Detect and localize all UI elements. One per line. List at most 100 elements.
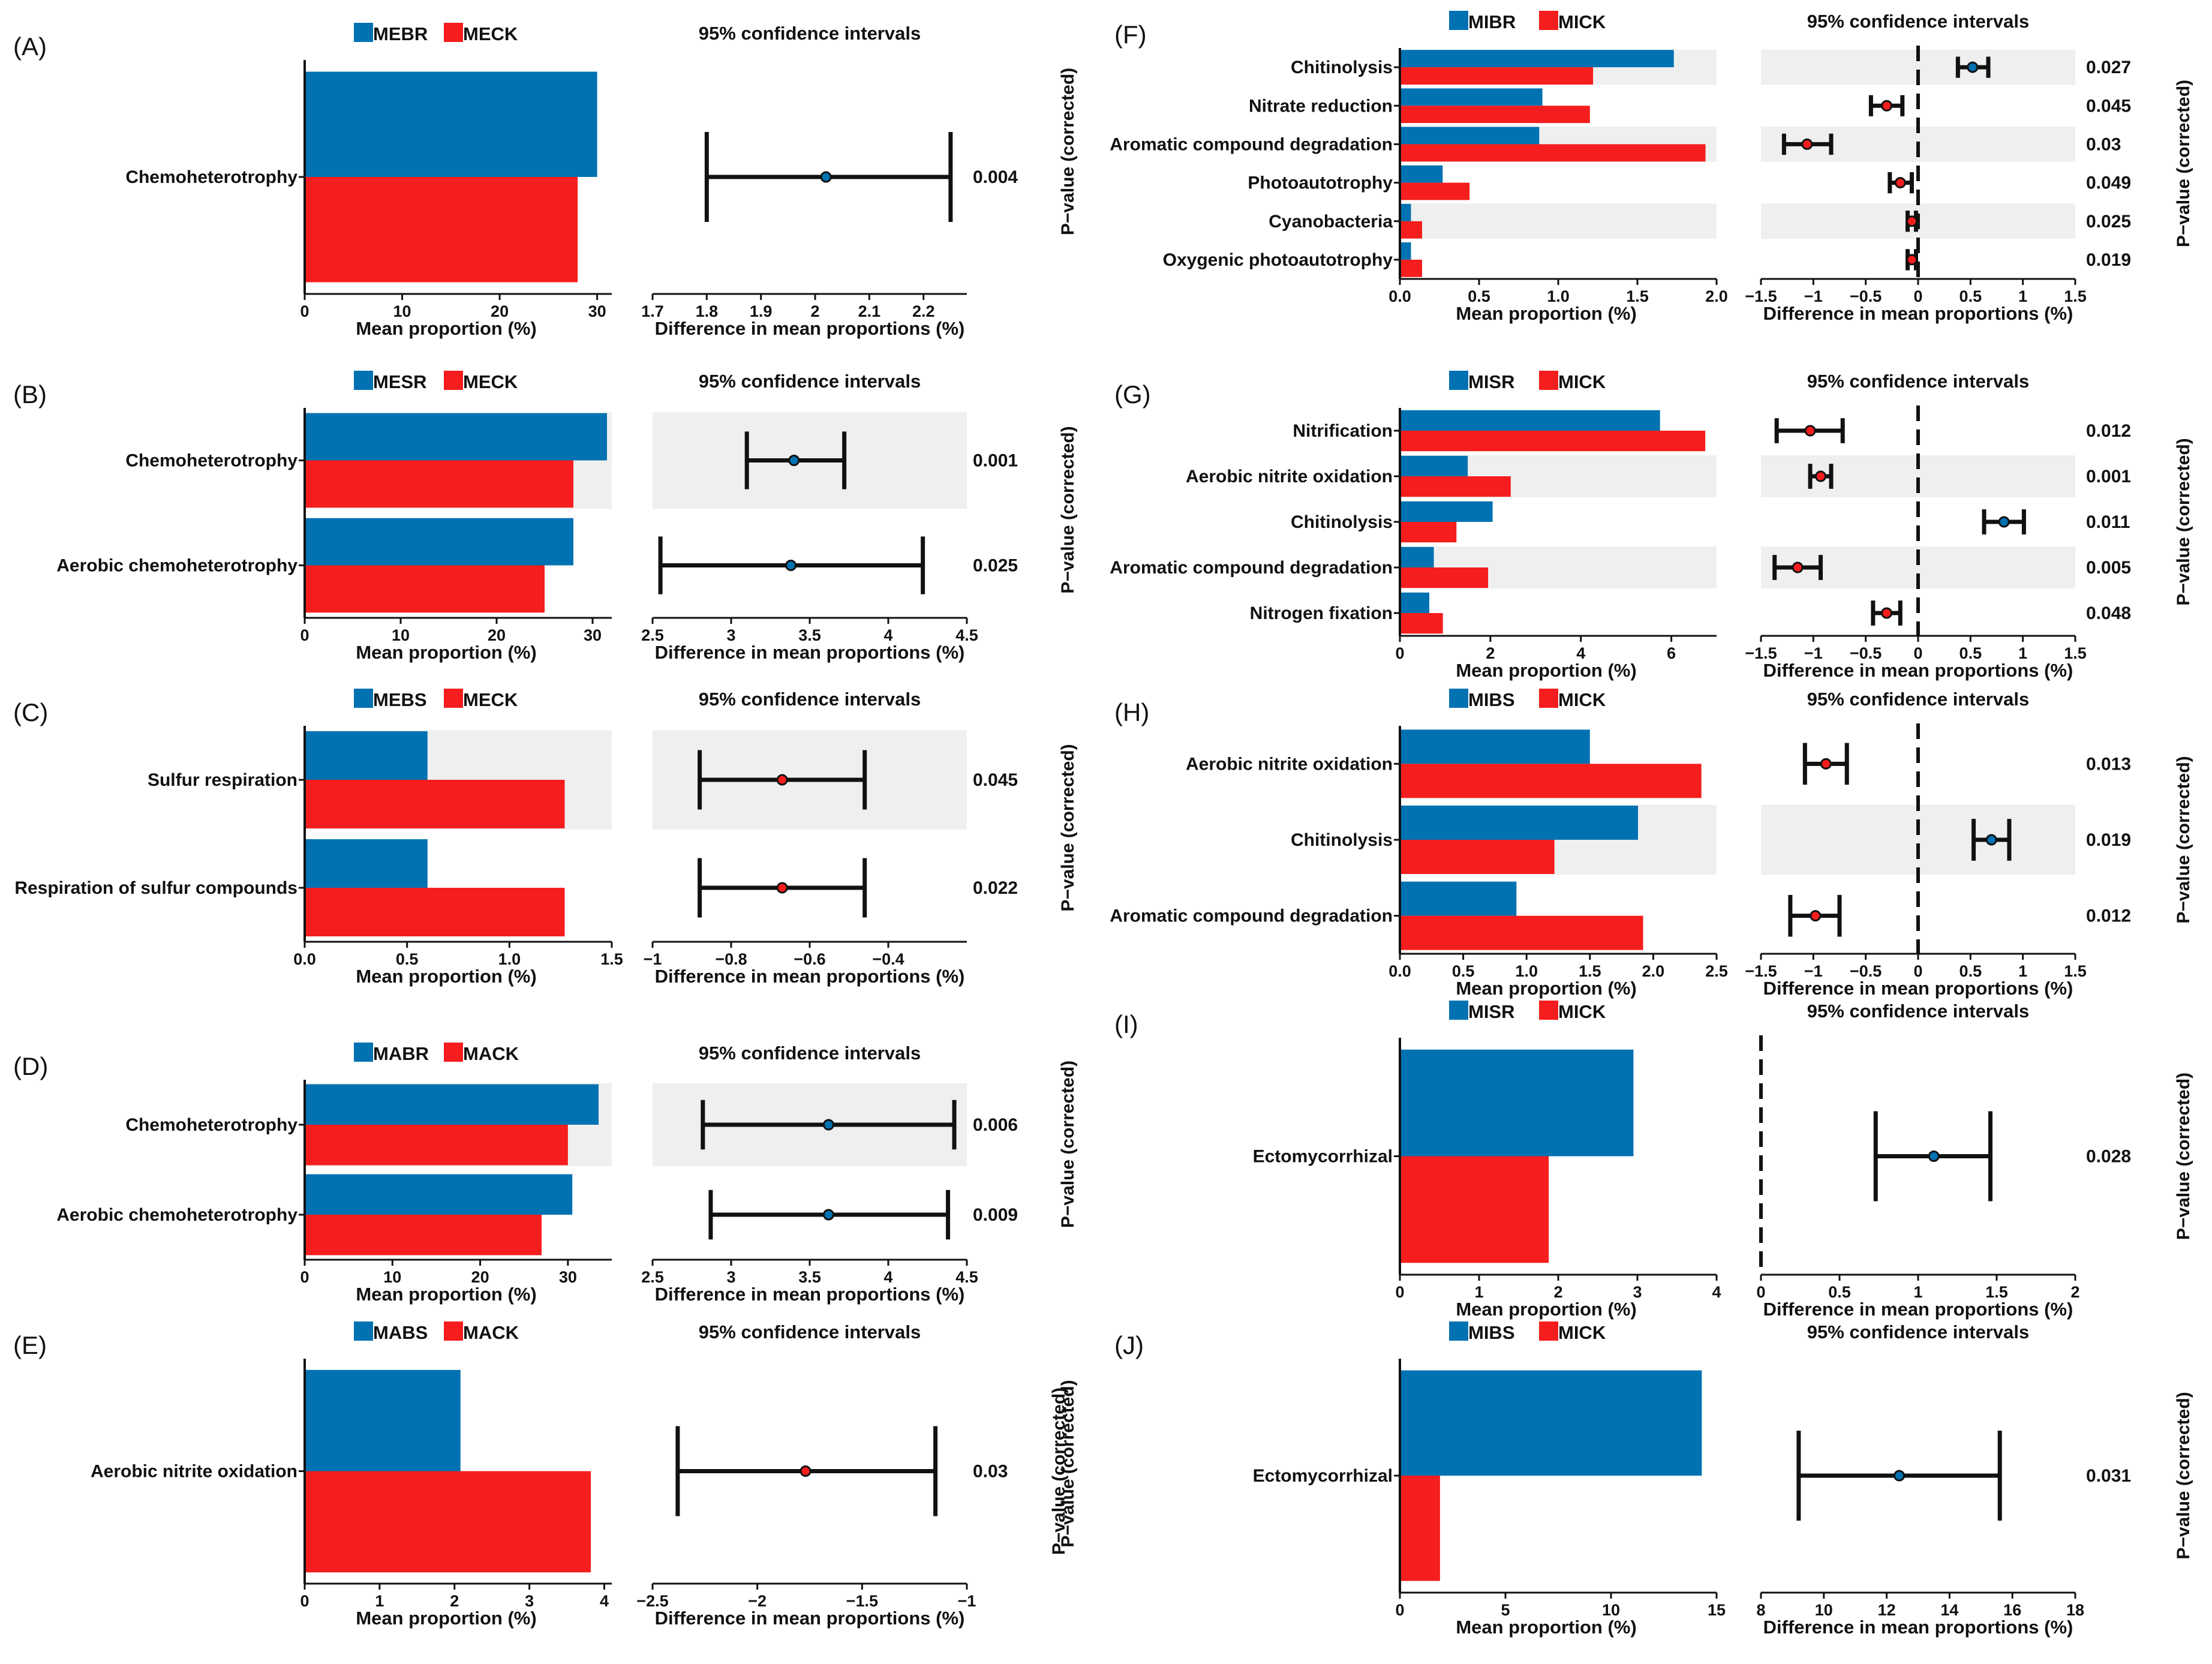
p-value-label: 0.019 (2086, 830, 2131, 850)
bar-mick (1400, 67, 1594, 85)
ci-x-tick-label: 16 (2003, 1601, 2021, 1619)
ci-estimate-point (1998, 516, 2010, 528)
category-label: Nitrogen fixation (1250, 603, 1393, 623)
legend-label-group1: MIBR (1468, 11, 1516, 32)
legend-label-group1: MISR (1468, 371, 1515, 392)
bar-x-tick-label: 0 (300, 302, 309, 320)
ci-x-tick-label: 4 (883, 1268, 892, 1286)
bar-x-tick-label: 0 (300, 1592, 309, 1610)
ci-title: 95% confidence intervals (1807, 1321, 2029, 1342)
category-label: Nitrate reduction (1249, 96, 1393, 116)
bar-x-tick-label: 2.0 (1705, 287, 1728, 305)
bar-misr (1400, 546, 1434, 567)
p-value-label: 0.005 (2086, 558, 2131, 578)
ci-estimate-point (1928, 1151, 1940, 1162)
bar-mack (305, 1125, 568, 1166)
ci-x-tick-label: 3 (726, 626, 735, 644)
p-value-label: 0.006 (973, 1115, 1018, 1135)
category-label: Aerobic chemoheterotrophy (56, 556, 297, 576)
category-label: Sulfur respiration (148, 770, 297, 790)
bar-x-tick-label: 20 (471, 1268, 489, 1286)
ci-estimate-point (800, 1465, 812, 1477)
bar-x-tick-label: 1.0 (1547, 287, 1570, 305)
ci-x-tick-label: 1.7 (641, 302, 664, 320)
ci-title: 95% confidence intervals (699, 1321, 921, 1342)
bar-x-axis-label: Mean proportion (%) (1456, 303, 1636, 324)
legend-label-group1: MIBS (1468, 689, 1515, 710)
bar-mabr (305, 1174, 573, 1215)
p-value-axis-label: P−value (corrected) (2174, 1392, 2193, 1559)
category-label: Aromatic compound degradation (1110, 906, 1393, 926)
bar-mebs (305, 839, 428, 888)
bar-mibs (1400, 881, 1517, 916)
panel-label: (F) (1114, 20, 1147, 49)
bar-x-tick-label: 0.0 (1388, 962, 1411, 980)
legend-swatch-group2 (444, 689, 463, 708)
p-value-label: 0.025 (973, 556, 1018, 576)
bar-x-tick-label: 5 (1501, 1601, 1510, 1619)
panel-h: (H) MIBS MICK 95% confidence intervals Aerob… (1110, 689, 2193, 999)
legend-swatch-group1 (1449, 1001, 1468, 1020)
bar-mibs (1400, 1370, 1702, 1476)
ci-estimate-point (1801, 138, 1813, 150)
legend-label-group2: MICK (1558, 1001, 1606, 1022)
legend-label-group2: MECK (463, 689, 518, 710)
panel-j: (J) MIBS MICK 95% confidence intervals Ectom… (1114, 1321, 2193, 1638)
legend-swatch-group2 (1539, 1001, 1558, 1020)
legend-swatch-group1 (1449, 1321, 1468, 1341)
ci-x-tick-label: 0 (1913, 644, 1922, 662)
bar-mick (1400, 221, 1422, 239)
legend-label-group1: MABR (373, 1043, 429, 1064)
panel-label: (C) (13, 698, 48, 726)
p-value-label: 0.013 (2086, 754, 2131, 774)
p-value-label: 0.027 (2086, 58, 2131, 77)
ci-estimate-point (1985, 834, 1997, 846)
p-value-label: 0.012 (2086, 906, 2131, 926)
ci-x-tick-label: 0.5 (1959, 287, 1982, 305)
p-value-label: 0.019 (2086, 250, 2131, 270)
ci-x-tick-label: −1.5 (1745, 962, 1777, 980)
ci-x-tick-label: 2 (2070, 1283, 2079, 1301)
bar-mick (1400, 476, 1511, 497)
ci-x-tick-label: 8 (1756, 1601, 1765, 1619)
bar-meck (305, 565, 545, 613)
bar-x-axis-label: Mean proportion (%) (1456, 978, 1636, 999)
ci-x-axis-label: Difference in mean proportions (%) (655, 1608, 965, 1629)
ci-x-tick-label: −0.5 (1850, 644, 1882, 662)
p-value-axis-label: P−value (corrected) (2174, 438, 2193, 605)
legend-swatch-group2 (444, 371, 463, 390)
legend-label-group2: MECK (463, 371, 518, 392)
legend-swatch-group2 (444, 23, 463, 42)
bar-x-tick-label: 0 (300, 1268, 309, 1286)
ci-x-tick-label: 1 (1913, 1283, 1922, 1301)
bar-x-tick-label: 3 (1633, 1283, 1642, 1301)
bar-mick (1400, 106, 1590, 124)
panel-label: (A) (13, 32, 47, 61)
panel-g: (G) MISR MICK 95% confidence intervals Nitri… (1110, 371, 2193, 681)
ci-x-axis-label: Difference in mean proportions (%) (1763, 660, 2073, 681)
ci-x-tick-label: −1 (958, 1592, 976, 1610)
ci-x-axis-label: Difference in mean proportions (%) (1763, 303, 2073, 324)
bar-x-axis-label: Mean proportion (%) (1456, 1299, 1636, 1320)
legend-swatch-group2 (444, 1043, 463, 1062)
p-value-axis-label: P−value (corrected) (1058, 1061, 1078, 1228)
p-value-label: 0.049 (2086, 173, 2131, 193)
bar-mick (1400, 915, 1643, 950)
p-value-label: 0.03 (2086, 134, 2121, 154)
bar-x-tick-label: 2 (1553, 1283, 1562, 1301)
bar-x-tick-label: 1 (1474, 1283, 1483, 1301)
panel-label: (H) (1114, 698, 1149, 726)
bar-x-axis-label: Mean proportion (%) (356, 1608, 536, 1629)
p-value-label: 0.025 (2086, 212, 2131, 232)
bar-x-tick-label: 0 (300, 626, 309, 644)
bar-mibr (1400, 242, 1411, 260)
ci-estimate-point (1894, 177, 1906, 189)
legend-label-group1: MABS (373, 1322, 428, 1343)
legend-swatch-group1 (354, 23, 373, 42)
ci-estimate-point (776, 774, 788, 786)
bar-mick (1400, 567, 1489, 588)
bar-x-tick-label: 30 (559, 1268, 577, 1286)
bar-mebr (305, 71, 597, 177)
bar-x-tick-label: 0.0 (1388, 287, 1411, 305)
bar-mibs (1400, 729, 1590, 764)
